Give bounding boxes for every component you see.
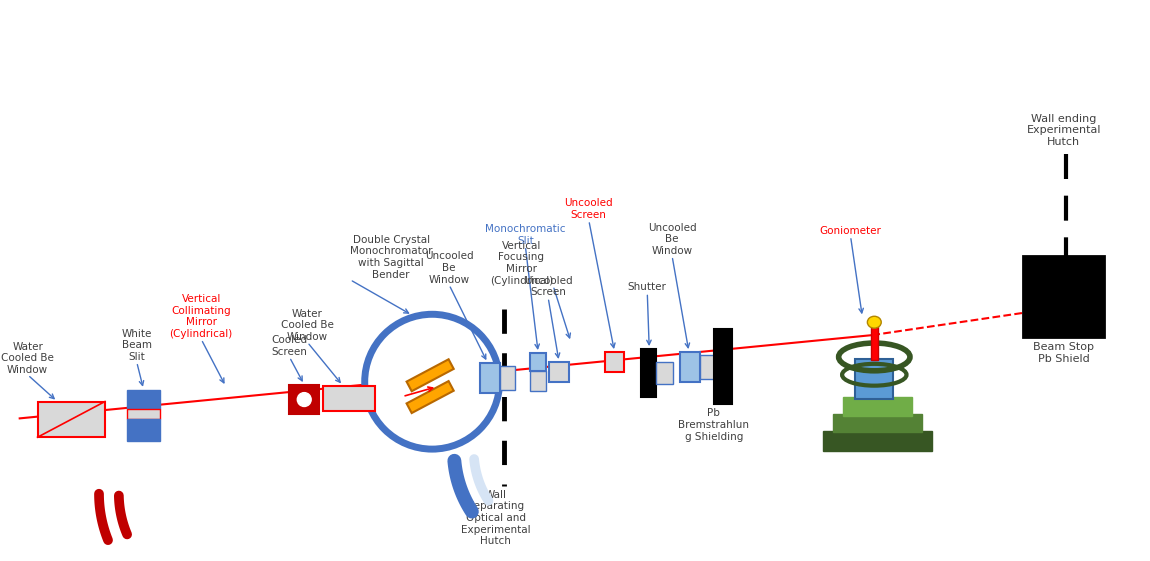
FancyBboxPatch shape [872, 322, 879, 360]
Text: Pb
Bremstrahlun
g Shielding: Pb Bremstrahlun g Shielding [678, 408, 749, 442]
Text: Uncooled
Be
Window: Uncooled Be Window [647, 223, 697, 256]
Text: Water
Cooled Be
Window: Water Cooled Be Window [1, 342, 54, 375]
Text: Shutter: Shutter [628, 283, 667, 292]
Text: Monochromatic
Slit: Monochromatic Slit [485, 224, 566, 246]
FancyBboxPatch shape [530, 353, 546, 371]
Text: Vertical
Focusing
Mirror
(Cylindrical): Vertical Focusing Mirror (Cylindrical) [490, 241, 553, 286]
FancyBboxPatch shape [657, 362, 673, 384]
FancyBboxPatch shape [549, 362, 569, 381]
FancyBboxPatch shape [700, 355, 714, 379]
FancyBboxPatch shape [126, 410, 161, 420]
FancyBboxPatch shape [407, 359, 454, 391]
FancyBboxPatch shape [822, 431, 932, 451]
FancyBboxPatch shape [290, 385, 319, 415]
FancyBboxPatch shape [126, 420, 161, 441]
Text: Double Crystal
Monochromator
with Sagittal
Bender: Double Crystal Monochromator with Sagitt… [350, 235, 432, 279]
FancyBboxPatch shape [407, 381, 454, 413]
Text: Goniometer: Goniometer [820, 226, 881, 236]
FancyBboxPatch shape [856, 359, 894, 398]
Text: Uncooled
Be
Window: Uncooled Be Window [424, 251, 474, 284]
Text: Cooled
Screen: Cooled Screen [271, 335, 307, 357]
FancyBboxPatch shape [605, 352, 624, 372]
Text: Beam Stop
Pb Shield: Beam Stop Pb Shield [1033, 342, 1094, 364]
FancyBboxPatch shape [1024, 256, 1104, 337]
FancyBboxPatch shape [642, 349, 657, 397]
Text: White
Beam
Slit: White Beam Slit [122, 329, 152, 362]
FancyBboxPatch shape [499, 366, 515, 390]
FancyBboxPatch shape [126, 390, 161, 410]
Text: Vertical
Collimating
Mirror
(Cylindrical): Vertical Collimating Mirror (Cylindrical… [169, 295, 232, 339]
FancyBboxPatch shape [833, 415, 922, 433]
Text: Water
Cooled Be
Window: Water Cooled Be Window [281, 309, 333, 342]
FancyBboxPatch shape [843, 397, 912, 416]
Ellipse shape [867, 316, 881, 328]
FancyBboxPatch shape [530, 371, 546, 390]
FancyBboxPatch shape [714, 329, 731, 403]
FancyBboxPatch shape [323, 385, 375, 411]
Circle shape [298, 393, 312, 407]
Text: Wall
Separating
Optical and
Experimental
Hutch: Wall Separating Optical and Experimental… [461, 490, 530, 546]
Text: Uncooled
Screen: Uncooled Screen [565, 199, 613, 220]
Text: Uncooled
Screen: Uncooled Screen [523, 276, 573, 297]
Text: Wall ending
Experimental
Hutch: Wall ending Experimental Hutch [1027, 113, 1101, 147]
FancyBboxPatch shape [38, 402, 105, 437]
FancyBboxPatch shape [480, 363, 499, 393]
FancyBboxPatch shape [680, 352, 700, 381]
Circle shape [365, 314, 499, 449]
